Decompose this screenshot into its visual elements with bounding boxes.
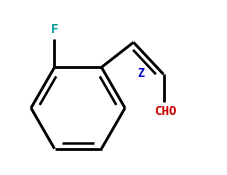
Text: CHO: CHO — [154, 105, 177, 118]
Text: F: F — [51, 23, 58, 36]
Text: Z: Z — [137, 67, 144, 80]
